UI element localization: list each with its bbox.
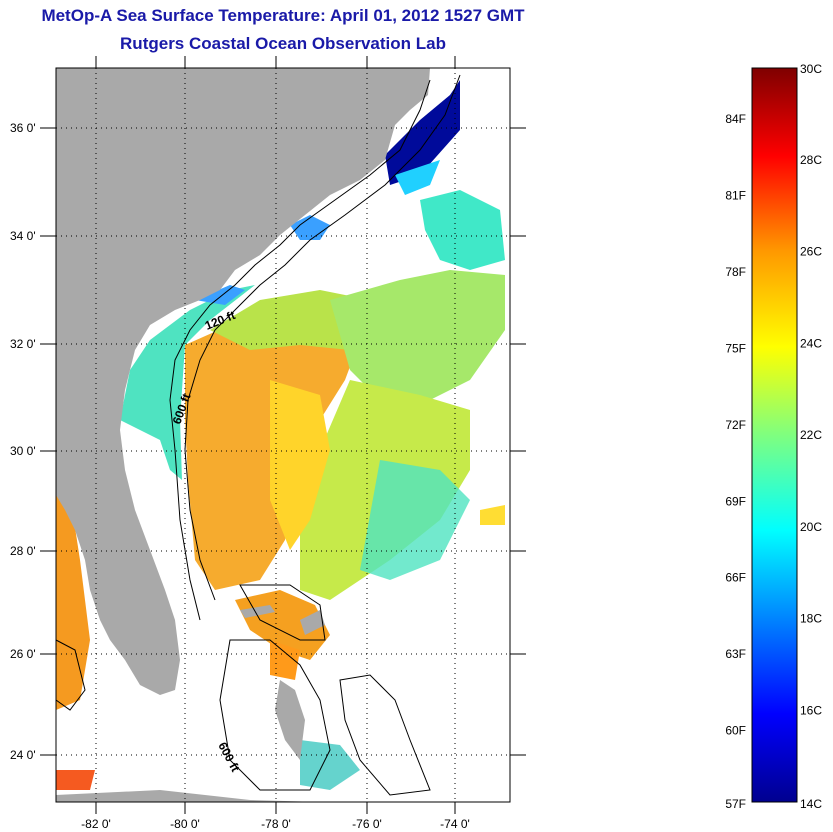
colorbar-fahrenheit-label: 72F (725, 418, 746, 432)
colorbar-celsius-label: 22C (800, 428, 822, 442)
colorbar-gradient (751, 67, 798, 803)
colorbar-fahrenheit-labels: 84F 81F 78F 75F 72F 69F 66F 63F 60F 57F (725, 112, 746, 811)
colorbar-celsius-label: 14C (800, 797, 822, 811)
colorbar-fahrenheit-label: 60F (725, 724, 746, 738)
axis-ticks (40, 56, 526, 814)
lat-label-36: 36 0' (10, 121, 36, 135)
lon-label-74: -74 0' (440, 817, 470, 831)
colorbar-celsius-label: 16C (800, 703, 822, 717)
grid-lines (56, 68, 510, 802)
colorbar-celsius-label: 28C (800, 153, 822, 167)
lat-label-30: 30 0' (10, 444, 36, 458)
map-subtitle: Rutgers Coastal Ocean Observation Lab (120, 34, 446, 53)
lat-label-28: 28 0' (10, 544, 36, 558)
lon-label-80: -80 0' (170, 817, 200, 831)
lat-label-32: 32 0' (10, 337, 36, 351)
lat-label-34: 34 0' (10, 229, 36, 243)
colorbar-celsius-label: 26C (800, 245, 822, 259)
plot-frame (55, 67, 511, 803)
colorbar-fahrenheit-label: 75F (725, 341, 746, 355)
colorbar-celsius-label: 20C (800, 520, 822, 534)
isobath-contours (56, 74, 461, 796)
lat-label-26: 26 0' (10, 647, 36, 661)
colorbar-fahrenheit-label: 66F (725, 571, 746, 585)
map-title: MetOp-A Sea Surface Temperature: April 0… (41, 6, 525, 25)
colorbar-celsius-labels: 30C 28C 26C 24C 22C 20C 18C 16C 14C (800, 62, 822, 811)
colorbar-fahrenheit-label: 69F (725, 494, 746, 508)
land-layer (56, 68, 430, 802)
lon-label-78: -78 0' (261, 817, 291, 831)
colorbar-celsius-label: 18C (800, 612, 822, 626)
colorbar-fahrenheit-label: 57F (725, 797, 746, 811)
colorbar: 30C 28C 26C 24C 22C 20C 18C 16C 14C 84F 81F 78F 75F… (725, 62, 822, 811)
colorbar-fahrenheit-label: 63F (725, 647, 746, 661)
colorbar-fahrenheit-label: 84F (725, 112, 746, 126)
colorbar-fahrenheit-label: 78F (725, 265, 746, 279)
colorbar-celsius-label: 24C (800, 336, 822, 350)
lat-label-24: 24 0' (10, 748, 36, 762)
sst-data-layer (56, 80, 505, 790)
colorbar-celsius-label: 30C (800, 62, 822, 76)
lon-label-82: -82 0' (81, 817, 111, 831)
lon-label-76: -76 0' (352, 817, 382, 831)
colorbar-fahrenheit-label: 81F (725, 188, 746, 202)
